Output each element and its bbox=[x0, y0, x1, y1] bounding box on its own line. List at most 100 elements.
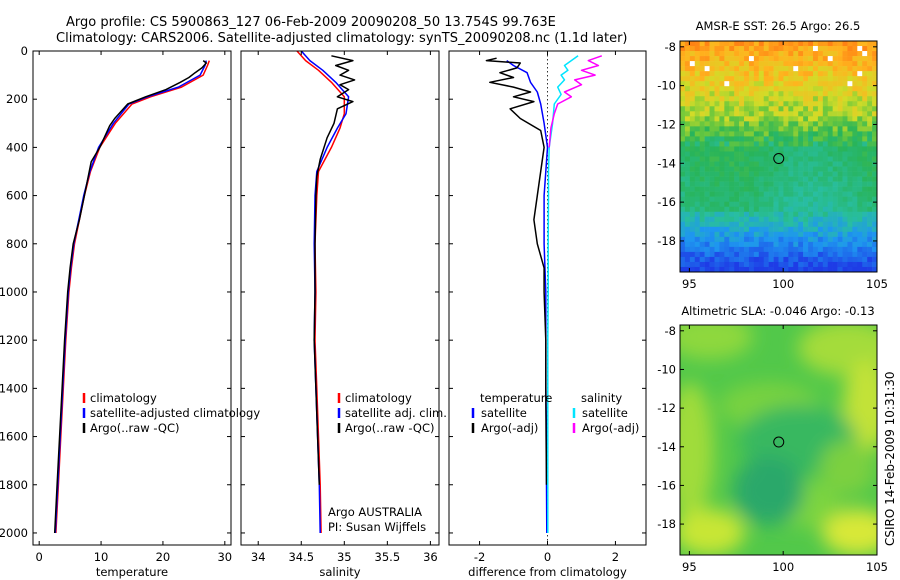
heatmap-cell bbox=[857, 66, 863, 72]
heatmap-cell bbox=[729, 121, 735, 127]
heatmap-cell bbox=[680, 66, 686, 72]
legend-label: Argo(..raw -QC) bbox=[90, 421, 180, 435]
heatmap-cell bbox=[763, 176, 769, 182]
heatmap-cell bbox=[748, 136, 755, 142]
heatmap-cell bbox=[748, 166, 755, 172]
heatmap-cell bbox=[724, 146, 730, 152]
heatmap-cell bbox=[788, 201, 794, 208]
heatmap-cell bbox=[739, 181, 745, 187]
heatmap-cell bbox=[704, 76, 710, 82]
heatmap-cell bbox=[803, 176, 809, 182]
x-tick-label: 34 bbox=[251, 550, 266, 564]
heatmap-cell bbox=[739, 246, 745, 253]
sla-map-title: Altimetric SLA: -0.046 Argo: -0.13 bbox=[681, 304, 874, 318]
heatmap-cell bbox=[778, 146, 784, 152]
heatmap-cell bbox=[783, 51, 789, 57]
heatmap-cell bbox=[714, 71, 720, 77]
heatmap-cell bbox=[783, 211, 789, 218]
heatmap-cell bbox=[753, 186, 760, 192]
heatmap-cell bbox=[847, 256, 853, 263]
heatmap-cell bbox=[842, 241, 848, 248]
heatmap-cell bbox=[867, 126, 873, 132]
series-line-3 bbox=[53, 60, 208, 534]
heatmap-cell bbox=[763, 196, 769, 202]
heatmap-cell bbox=[704, 46, 710, 52]
heatmap-cell bbox=[798, 151, 804, 157]
heatmap-cell bbox=[719, 166, 725, 172]
heatmap-cell bbox=[872, 81, 877, 87]
heatmap-cell bbox=[680, 251, 686, 258]
heatmap-cell bbox=[803, 46, 809, 52]
heatmap-cell bbox=[758, 156, 765, 162]
heatmap-cell bbox=[724, 141, 730, 147]
heatmap-cell bbox=[768, 171, 774, 177]
map-frame bbox=[679, 40, 878, 273]
heatmap-cell bbox=[709, 231, 715, 238]
heatmap-cell bbox=[862, 136, 868, 142]
heatmap-cell bbox=[803, 116, 809, 122]
heatmap-cell bbox=[867, 151, 873, 157]
heatmap-cell bbox=[837, 76, 843, 82]
heatmap-cell bbox=[753, 206, 760, 213]
heatmap-cell bbox=[739, 121, 745, 127]
series-line-2 bbox=[54, 60, 208, 534]
heatmap-cell bbox=[753, 121, 760, 127]
heatmap-cell bbox=[699, 136, 705, 142]
heatmap-cell bbox=[872, 71, 877, 77]
heatmap-cell bbox=[739, 46, 745, 52]
heatmap-cell bbox=[729, 111, 735, 117]
heatmap-cell bbox=[763, 251, 769, 258]
heatmap-cell bbox=[778, 191, 784, 197]
heatmap-cell bbox=[763, 181, 769, 187]
heatmap-cell bbox=[852, 46, 858, 52]
heatmap-cell bbox=[812, 51, 819, 57]
y-tick-label: 1800 bbox=[0, 478, 28, 492]
heatmap-cell bbox=[748, 176, 755, 182]
heatmap-cell bbox=[822, 106, 829, 112]
heatmap-cell bbox=[684, 96, 691, 102]
heatmap-cell bbox=[739, 86, 745, 92]
heatmap-cell bbox=[812, 261, 819, 268]
heatmap-cell bbox=[783, 116, 789, 122]
heatmap-cell bbox=[852, 106, 858, 112]
heatmap-cell bbox=[699, 191, 705, 197]
heatmap-cell bbox=[680, 101, 686, 107]
heatmap-cell bbox=[724, 51, 730, 57]
heatmap-cell bbox=[763, 236, 769, 243]
heatmap-cell bbox=[704, 41, 710, 47]
heatmap-cell bbox=[783, 56, 789, 62]
heatmap-cell bbox=[709, 76, 715, 82]
heatmap-cell bbox=[817, 71, 824, 77]
heatmap-cell bbox=[748, 216, 755, 223]
heatmap-cell bbox=[719, 251, 725, 258]
heatmap-cell bbox=[872, 141, 877, 147]
heatmap-cell bbox=[763, 141, 769, 147]
heatmap-cell bbox=[803, 246, 809, 253]
heatmap-cell bbox=[758, 206, 765, 213]
heatmap-cell bbox=[699, 201, 705, 208]
heatmap-cell bbox=[842, 91, 848, 97]
heatmap-cell bbox=[842, 126, 848, 132]
heatmap-cell bbox=[734, 156, 740, 162]
heatmap-cell bbox=[724, 111, 730, 117]
heatmap-cell bbox=[832, 86, 838, 92]
heatmap-cell bbox=[694, 101, 700, 107]
heatmap-cell bbox=[748, 131, 755, 137]
heatmap-cell bbox=[694, 266, 700, 272]
heatmap-cell bbox=[812, 191, 819, 197]
heatmap-cell bbox=[680, 181, 686, 187]
heatmap-cell bbox=[798, 176, 804, 182]
heatmap-cell bbox=[689, 141, 696, 147]
heatmap-cell bbox=[832, 186, 838, 192]
heatmap-cell bbox=[852, 126, 858, 132]
heatmap-cell bbox=[842, 76, 848, 82]
heatmap-cell bbox=[684, 106, 691, 112]
heatmap-cell bbox=[872, 211, 877, 218]
heatmap-cell bbox=[788, 241, 794, 248]
heatmap-cell bbox=[714, 101, 720, 107]
heatmap-cell bbox=[822, 126, 829, 132]
heatmap-cell bbox=[857, 211, 863, 218]
heatmap-cell bbox=[808, 121, 814, 127]
heatmap-cell bbox=[857, 41, 863, 47]
heatmap-cell bbox=[753, 116, 760, 122]
